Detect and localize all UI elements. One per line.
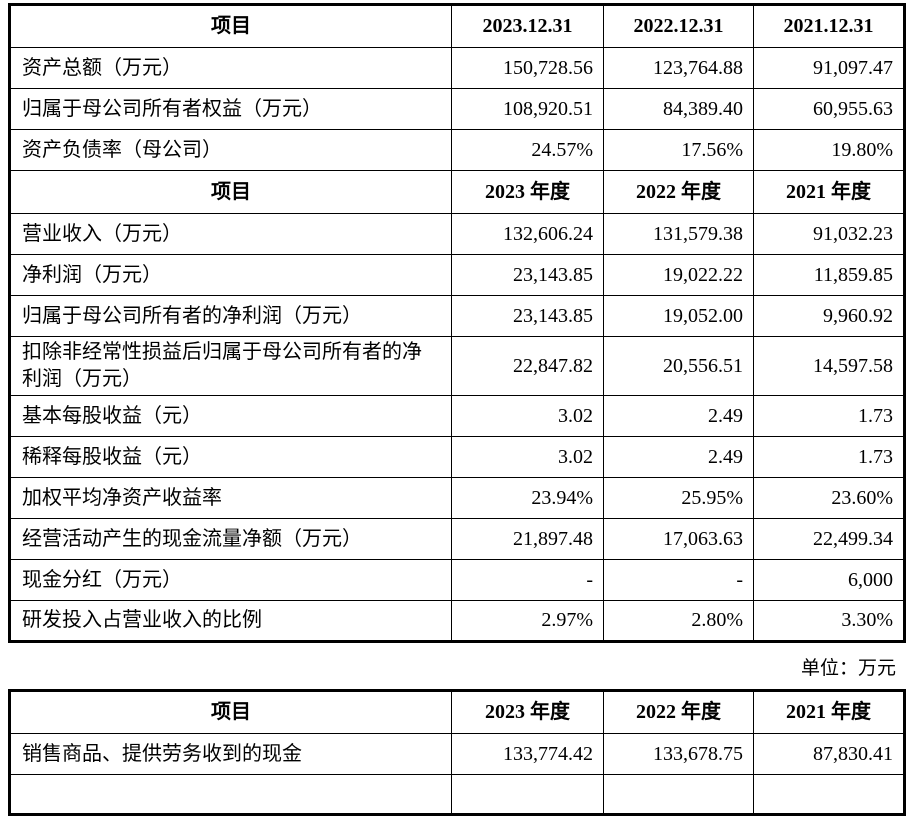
value-cell: 23.60%: [753, 477, 905, 519]
value-cell: 17,063.63: [603, 518, 754, 560]
value-cell: 9,960.92: [753, 295, 905, 337]
column-header-year-2022: 2022 年度: [603, 170, 754, 214]
column-header-date-2021: 2021.12.31: [753, 4, 905, 48]
row-label: 经营活动产生的现金流量净额（万元）: [9, 518, 452, 560]
value-cell: 133,678.75: [603, 733, 754, 775]
value-cell: 108,920.51: [451, 88, 604, 130]
value-cell: 2.80%: [603, 600, 754, 642]
column-header-year-2021: 2021 年度: [753, 170, 905, 214]
table-row-cash-from-sales: 销售商品、提供劳务收到的现金 133,774.42 133,678.75 87,…: [9, 733, 905, 775]
row-label: 基本每股收益（元）: [9, 395, 452, 437]
row-label: 销售商品、提供劳务收到的现金: [9, 733, 452, 775]
value-cell: 19,022.22: [603, 254, 754, 296]
income-statement-header-row: 项目 2023 年度 2022 年度 2021 年度: [9, 170, 905, 214]
value-cell: 20,556.51: [603, 336, 754, 396]
value-cell: 19.80%: [753, 129, 905, 171]
column-header-date-2022: 2022.12.31: [603, 4, 754, 48]
row-label: 营业收入（万元）: [9, 213, 452, 255]
table-row-weighted-roe: 加权平均净资产收益率 23.94% 25.95% 23.60%: [9, 477, 905, 519]
value-cell: 22,499.34: [753, 518, 905, 560]
value-cell: 2.49: [603, 436, 754, 478]
row-label: [9, 774, 452, 815]
value-cell: 14,597.58: [753, 336, 905, 396]
key-financial-indicators-table: 项目 2023.12.31 2022.12.31 2021.12.31 资产总额…: [8, 3, 906, 643]
value-cell: -: [451, 559, 604, 601]
value-cell: 19,052.00: [603, 295, 754, 337]
table-row-operating-cash-flow: 经营活动产生的现金流量净额（万元） 21,897.48 17,063.63 22…: [9, 518, 905, 560]
column-header-year-2023: 2023 年度: [451, 170, 604, 214]
cash-flow-table: 项目 2023 年度 2022 年度 2021 年度 销售商品、提供劳务收到的现…: [8, 689, 906, 816]
value-cell: 84,389.40: [603, 88, 754, 130]
value-cell: 1.73: [753, 395, 905, 437]
table-row-total-assets: 资产总额（万元） 150,728.56 123,764.88 91,097.47: [9, 47, 905, 89]
table-row-deducted-net-profit: 扣除非经常性损益后归属于母公司所有者的净利润（万元） 22,847.82 20,…: [9, 336, 905, 396]
value-cell: 150,728.56: [451, 47, 604, 89]
row-label: 现金分红（万元）: [9, 559, 452, 601]
value-cell: 3.30%: [753, 600, 905, 642]
value-cell: 2.97%: [451, 600, 604, 642]
value-cell: 1.73: [753, 436, 905, 478]
table-row-revenue: 营业收入（万元） 132,606.24 131,579.38 91,032.23: [9, 213, 905, 255]
table-row-parent-equity: 归属于母公司所有者权益（万元） 108,920.51 84,389.40 60,…: [9, 88, 905, 130]
value-cell: 23,143.85: [451, 254, 604, 296]
value-cell: 91,097.47: [753, 47, 905, 89]
value-cell: 132,606.24: [451, 213, 604, 255]
value-cell: 21,897.48: [451, 518, 604, 560]
value-cell: 87,830.41: [753, 733, 905, 775]
table-row-net-profit: 净利润（万元） 23,143.85 19,022.22 11,859.85: [9, 254, 905, 296]
row-label: 扣除非经常性损益后归属于母公司所有者的净利润（万元）: [9, 336, 452, 396]
table-row-partial-clipped: [9, 774, 905, 815]
value-cell: 24.57%: [451, 129, 604, 171]
row-label: 归属于母公司所有者的净利润（万元）: [9, 295, 452, 337]
value-cell: 91,032.23: [753, 213, 905, 255]
value-cell: 123,764.88: [603, 47, 754, 89]
table-row-debt-ratio: 资产负债率（母公司） 24.57% 17.56% 19.80%: [9, 129, 905, 171]
value-cell: 60,955.63: [753, 88, 905, 130]
value-cell: [451, 774, 604, 815]
balance-sheet-header-row: 项目 2023.12.31 2022.12.31 2021.12.31: [9, 4, 905, 48]
table-row-rd-ratio: 研发投入占营业收入的比例 2.97% 2.80% 3.30%: [9, 600, 905, 642]
value-cell: 2.49: [603, 395, 754, 437]
column-header-item: 项目: [9, 4, 452, 48]
value-cell: 133,774.42: [451, 733, 604, 775]
value-cell: 22,847.82: [451, 336, 604, 396]
row-label: 资产总额（万元）: [9, 47, 452, 89]
value-cell: 23.94%: [451, 477, 604, 519]
value-cell: 23,143.85: [451, 295, 604, 337]
column-header-item: 项目: [9, 690, 452, 734]
column-header-item: 项目: [9, 170, 452, 214]
value-cell: 6,000: [753, 559, 905, 601]
column-header-date-2023: 2023.12.31: [451, 4, 604, 48]
column-header-year-2022: 2022 年度: [603, 690, 754, 734]
value-cell: 131,579.38: [603, 213, 754, 255]
column-header-year-2021: 2021 年度: [753, 690, 905, 734]
value-cell: 3.02: [451, 395, 604, 437]
table-row-parent-net-profit: 归属于母公司所有者的净利润（万元） 23,143.85 19,052.00 9,…: [9, 295, 905, 337]
value-cell: 25.95%: [603, 477, 754, 519]
value-cell: 11,859.85: [753, 254, 905, 296]
column-header-year-2023: 2023 年度: [451, 690, 604, 734]
table-row-diluted-eps: 稀释每股收益（元） 3.02 2.49 1.73: [9, 436, 905, 478]
row-label: 归属于母公司所有者权益（万元）: [9, 88, 452, 130]
row-label: 稀释每股收益（元）: [9, 436, 452, 478]
row-label: 加权平均净资产收益率: [9, 477, 452, 519]
row-label: 资产负债率（母公司）: [9, 129, 452, 171]
value-cell: [603, 774, 754, 815]
unit-note: 单位：万元: [800, 657, 896, 679]
row-label: 净利润（万元）: [9, 254, 452, 296]
value-cell: 3.02: [451, 436, 604, 478]
cash-flow-header-row: 项目 2023 年度 2022 年度 2021 年度: [9, 690, 905, 734]
table-row-cash-dividend: 现金分红（万元） - - 6,000: [9, 559, 905, 601]
row-label: 研发投入占营业收入的比例: [9, 600, 452, 642]
table-row-basic-eps: 基本每股收益（元） 3.02 2.49 1.73: [9, 395, 905, 437]
value-cell: [753, 774, 905, 815]
value-cell: 17.56%: [603, 129, 754, 171]
value-cell: -: [603, 559, 754, 601]
